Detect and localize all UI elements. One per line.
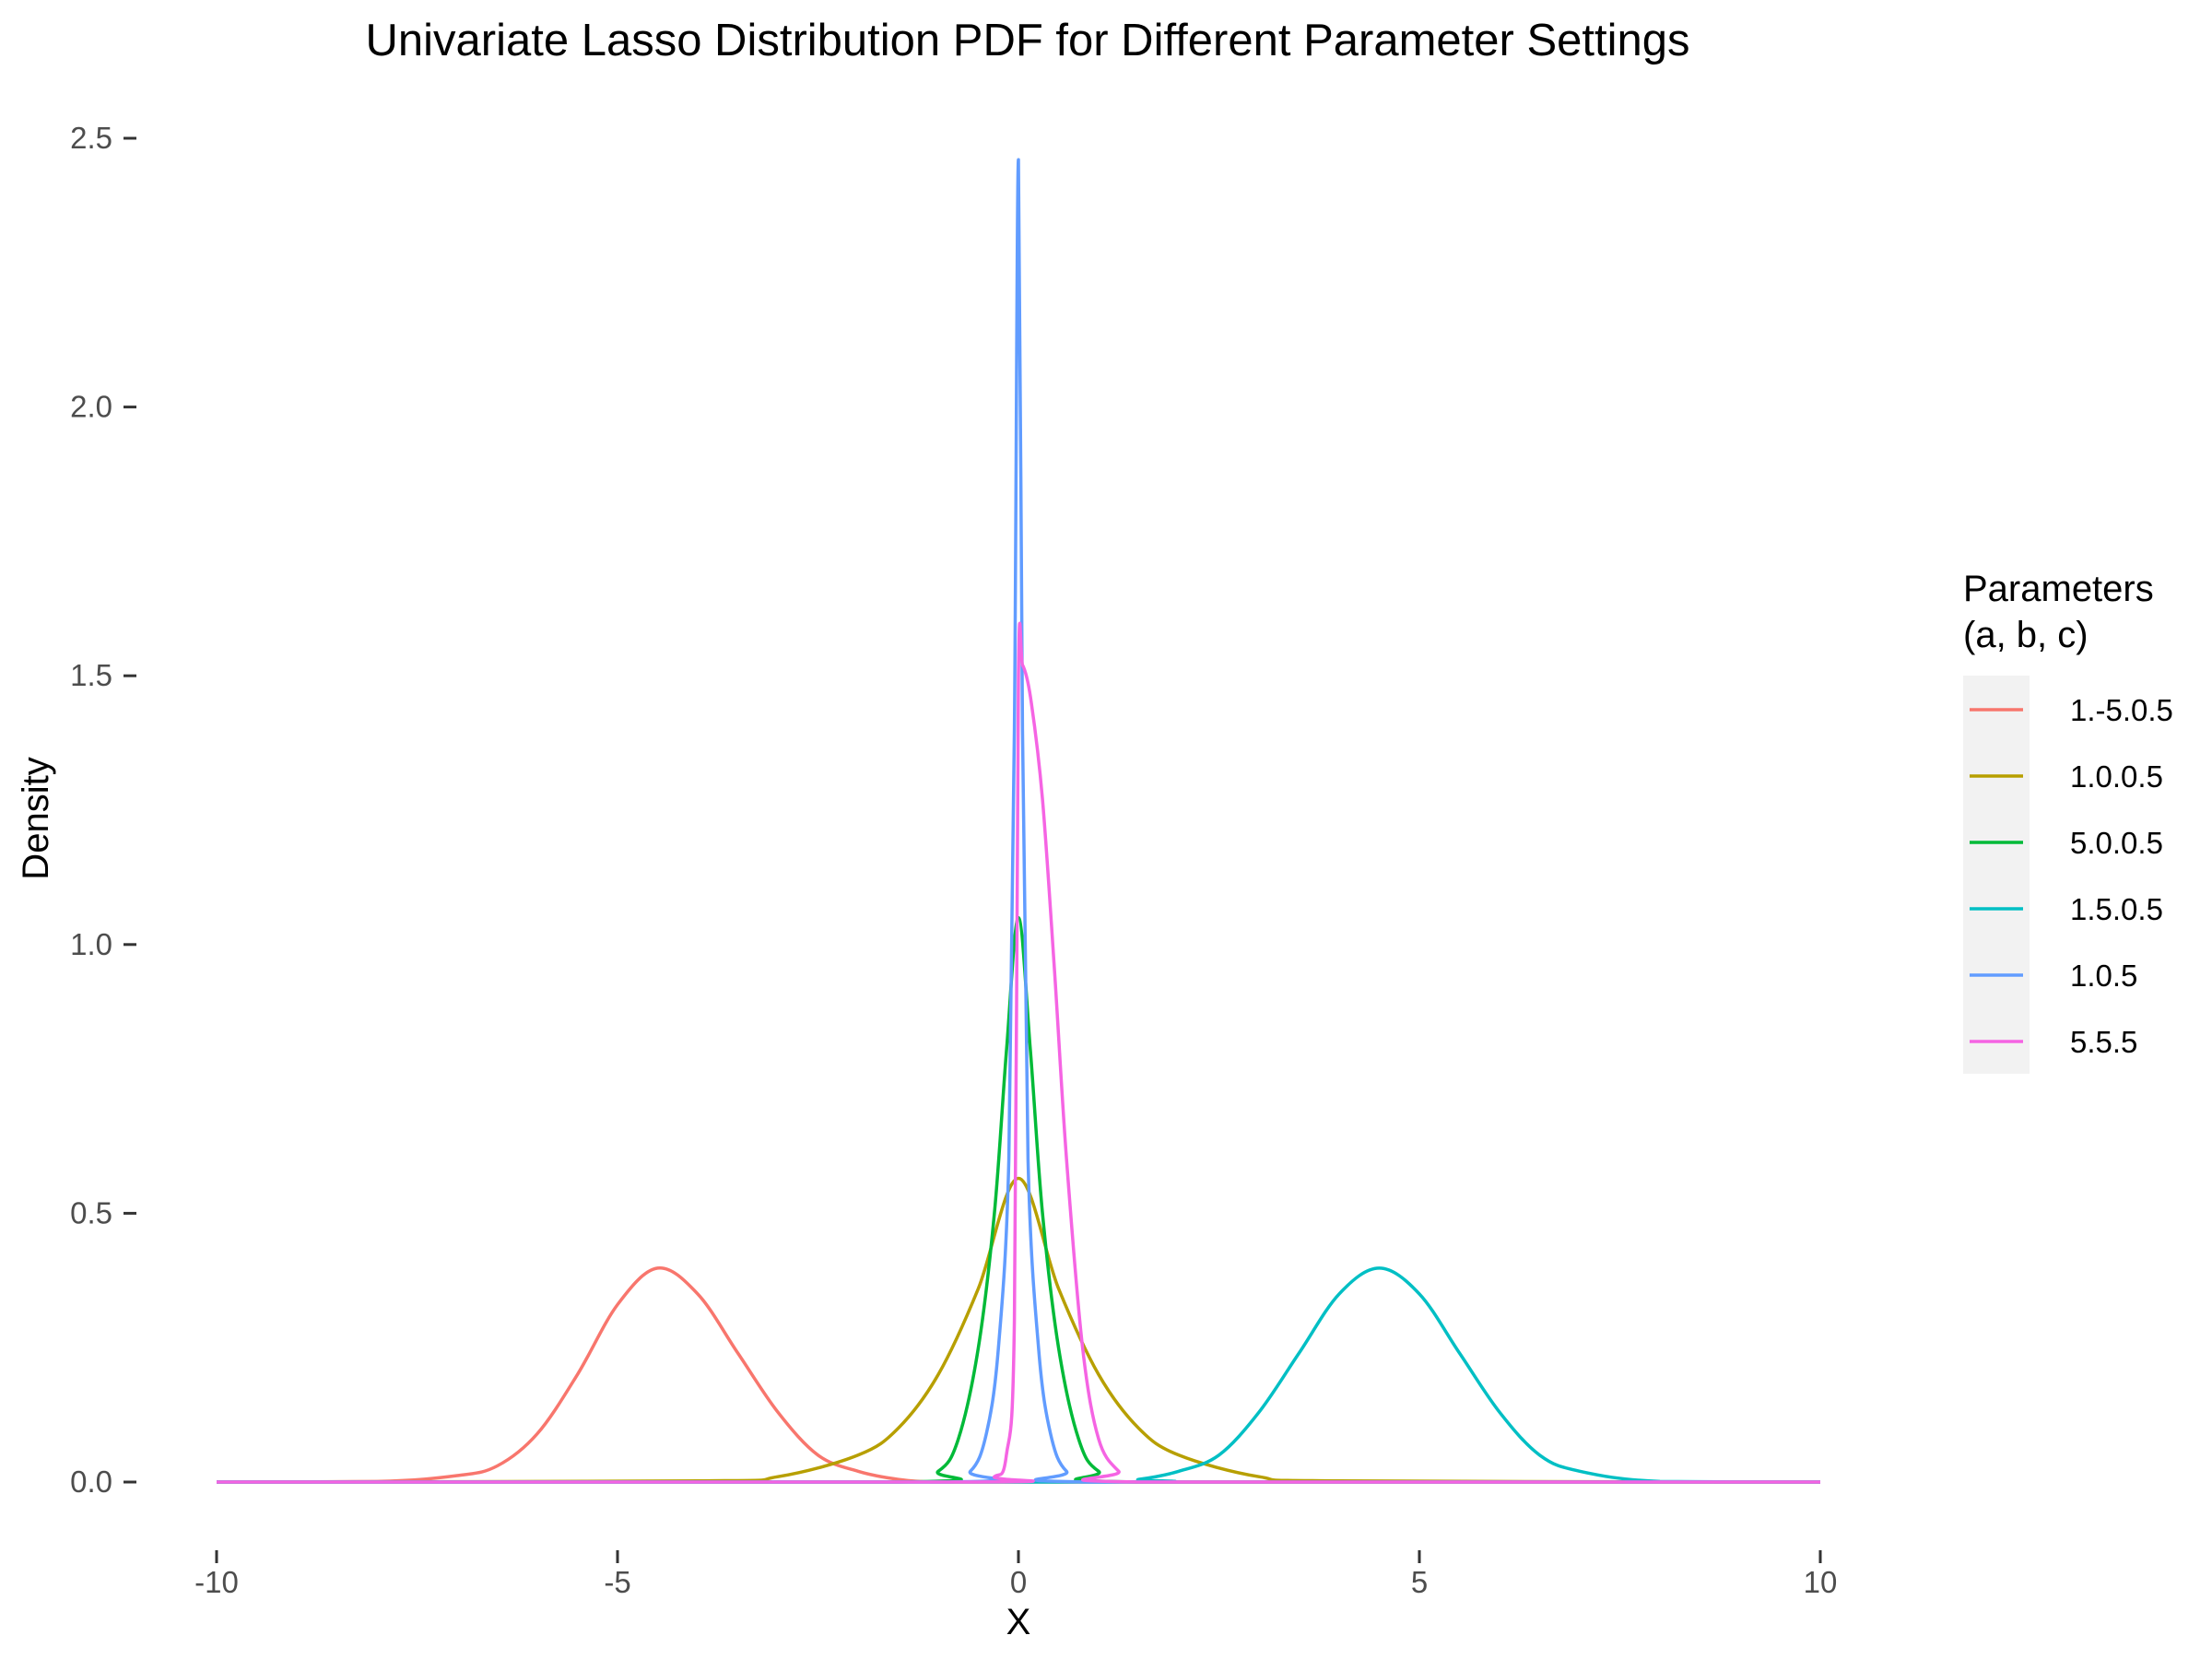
y-tick-label: 2.0: [70, 390, 112, 424]
x-axis-title: X: [1006, 1602, 1031, 1642]
y-tick-label: 0.5: [70, 1195, 112, 1230]
x-tick-label: 5: [1411, 1565, 1428, 1599]
x-tick-label: 10: [1804, 1565, 1838, 1599]
x-tick-label: 0: [1010, 1565, 1027, 1599]
series-line-3: [217, 915, 1820, 1484]
series-line-5: [217, 158, 1820, 1484]
series-line-2: [216, 1176, 1821, 1484]
x-tick-label: -10: [194, 1565, 239, 1599]
y-axis-title: Density: [16, 757, 56, 879]
legend-label-2: 1.0.0.5: [2070, 759, 2163, 794]
y-tick-label: 2.5: [70, 121, 112, 155]
x-tick-label: -5: [604, 1565, 630, 1599]
y-tick-label: 1.5: [70, 658, 112, 692]
series-line-6: [217, 621, 1820, 1484]
series-line-4: [217, 1266, 1821, 1484]
legend-label-3: 5.0.0.5: [2070, 826, 2163, 860]
legend-key-background: [1963, 676, 2030, 1074]
series-line-1: [216, 1266, 1820, 1484]
legend-label-6: 5.5.5: [2070, 1025, 2137, 1059]
legend-title-line-1: Parameters: [1963, 569, 2154, 609]
y-tick-label: 0.0: [70, 1465, 112, 1499]
legend-title-line-2: (a, b, c): [1963, 615, 2088, 655]
chart-title: Univariate Lasso Distribution PDF for Di…: [365, 16, 1689, 65]
legend: Parameters (a, b, c) 1.-5.0.5 1.0.0.5 5.0.…: [1963, 569, 2173, 1074]
y-axis: 0.0 0.5 1.0 1.5 2.0 2.5: [70, 121, 136, 1499]
x-axis: -10 -5 0 5 10: [194, 1550, 1837, 1599]
y-tick-label: 1.0: [70, 927, 112, 961]
legend-label-4: 1.5.0.5: [2070, 892, 2163, 926]
plot-area: [216, 158, 1821, 1484]
legend-label-1: 1.-5.0.5: [2070, 693, 2173, 727]
legend-label-5: 1.0.5: [2070, 959, 2137, 993]
